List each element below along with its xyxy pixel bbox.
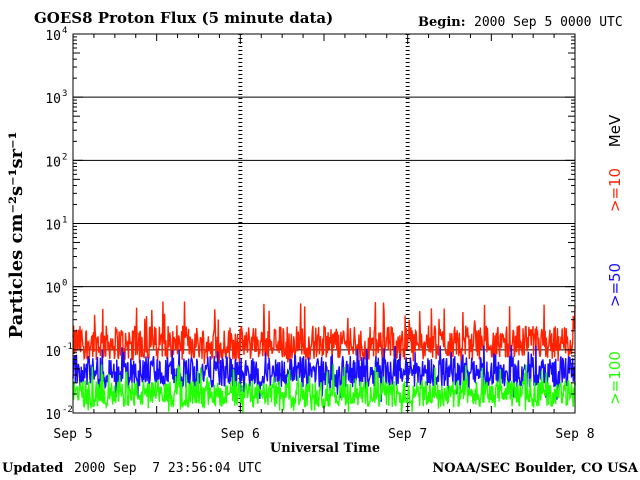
- legend-series-2: >=100: [606, 351, 624, 405]
- y-tick-base: 10: [45, 408, 61, 423]
- y-tick-label: 10 2: [45, 152, 67, 170]
- legend-unit: MeV: [606, 114, 624, 147]
- chart-title: GOES8 Proton Flux (5 minute data): [34, 9, 333, 27]
- y-tick-label: 10 -2: [45, 405, 73, 423]
- series-layer: [72, 301, 576, 413]
- series-line-0: [72, 301, 576, 364]
- y-tick-base: 10: [45, 92, 61, 107]
- series-line-2: [72, 364, 576, 413]
- y-tick-base: 10: [45, 282, 61, 297]
- legend: MeV >=10 >=50 >=100: [606, 114, 624, 405]
- y-tick-exponent: 1: [62, 216, 67, 226]
- y-tick-base: 10: [45, 29, 61, 44]
- y-tick-label: 10 0: [45, 279, 67, 297]
- y-tick-exponent: 2: [62, 152, 67, 162]
- y-tick-base: 10: [45, 155, 61, 170]
- begin-value: 2000 Sep 5 0000 UTC: [474, 15, 623, 30]
- y-tick-label: 10 3: [45, 89, 67, 107]
- begin-label: Begin:: [418, 15, 466, 30]
- x-tick-label: Sep 7: [388, 427, 427, 442]
- legend-series-1: >=50: [606, 263, 624, 307]
- series-line-1: [72, 345, 576, 402]
- y-tick-label: 10 4: [45, 26, 67, 44]
- y-tick-exponent: 0: [62, 279, 67, 289]
- y-tick-label: 10 -1: [45, 342, 73, 360]
- y-axis-label: Particles cm⁻²s⁻¹sr⁻¹: [6, 132, 27, 339]
- y-tick-exponent: -1: [62, 342, 73, 352]
- y-tick-exponent: 3: [62, 89, 67, 99]
- updated-label: Updated: [2, 461, 63, 476]
- x-tick-label: Sep 6: [221, 427, 260, 442]
- plot-frame: [72, 33, 576, 414]
- x-axis-label: Universal Time: [270, 441, 380, 456]
- y-tick-exponent: 4: [62, 26, 67, 36]
- y-tick-exponent: -2: [62, 405, 73, 415]
- credit-text: NOAA/SEC Boulder, CO USA: [432, 461, 639, 476]
- y-tick-base: 10: [45, 219, 61, 234]
- x-tick-label: Sep 8: [555, 427, 594, 442]
- y-tick-base: 10: [45, 345, 61, 360]
- y-tick-label: 10 1: [45, 216, 67, 234]
- x-tick-label: Sep 5: [53, 427, 92, 442]
- legend-series-0: >=10: [606, 168, 624, 212]
- updated-value: 2000 Sep 7 23:56:04 UTC: [74, 461, 262, 476]
